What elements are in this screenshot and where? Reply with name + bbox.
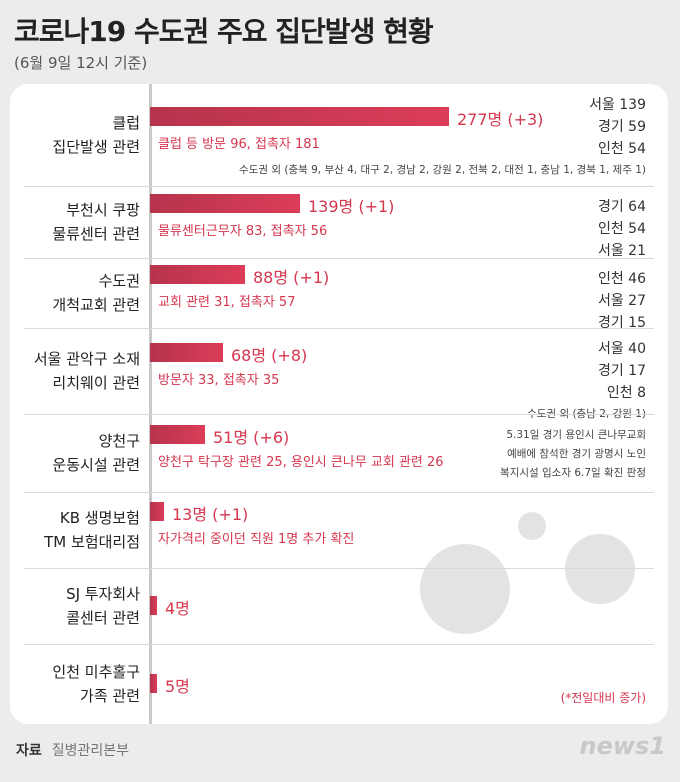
- row-note: 수도권 외 (충북 9, 부산 4, 대구 2, 경남 2, 강원 2, 전북 …: [239, 162, 646, 179]
- news1-logo: news1: [579, 732, 666, 760]
- source-name: 질병관리본부: [51, 743, 130, 759]
- bar-value-label: 51명 (+6): [213, 428, 290, 447]
- bar: [150, 107, 449, 126]
- category-label-line2: 가족 관련: [80, 687, 140, 705]
- bar-detail-label: 자가격리 중이던 직원 1명 추가 확진: [158, 532, 355, 547]
- bar-value-label: 68명 (+8): [231, 346, 308, 365]
- bar: [150, 265, 245, 284]
- category-label-line2: 물류센터 관련: [52, 225, 140, 243]
- category-label-line1: 양천구: [98, 432, 140, 450]
- virus-decoration-icon: [565, 534, 635, 604]
- row-note-line: 수도권 외 (충북 9, 부산 4, 대구 2, 경남 2, 강원 2, 전북 …: [239, 164, 646, 176]
- bar: [150, 596, 157, 615]
- category-label-line2: 개척교회 관련: [52, 296, 140, 314]
- bar-value-label: 277명 (+3): [457, 110, 544, 129]
- bar: [150, 425, 205, 444]
- bar: [150, 502, 164, 521]
- bar: [150, 343, 223, 362]
- page-title: 코로나19 수도권 주요 집단발생 현황: [14, 15, 434, 48]
- row-separator: [24, 492, 654, 493]
- row-note-line: 복지시설 입소자 6.7일 확진 판정: [500, 467, 646, 479]
- category-label: KB 생명보험 TM 보험대리점: [44, 506, 140, 554]
- bar-value-label: 13명 (+1): [172, 505, 249, 524]
- bar-detail-label: 양천구 탁구장 관련 25, 용인시 큰나무 교회 관련 26: [158, 455, 444, 470]
- category-label-line2: 운동시설 관련: [52, 456, 140, 474]
- region-count: 인천 54: [597, 141, 646, 157]
- source-label: 자료: [16, 743, 42, 759]
- virus-decoration-icon: [420, 544, 510, 634]
- region-breakdown: 서울 139 경기 59 인천 54: [589, 94, 646, 160]
- row-separator: [24, 328, 654, 329]
- category-label-line1: 수도권: [98, 272, 140, 290]
- row-separator: [24, 568, 654, 569]
- region-count: 서울 21: [597, 243, 646, 259]
- region-count: 인천 54: [597, 221, 646, 237]
- region-count: 인천 46: [597, 271, 646, 287]
- bar: [150, 194, 300, 213]
- region-breakdown: 경기 64 인천 54 서울 21: [598, 196, 646, 262]
- virus-decoration-icon: [518, 512, 546, 540]
- bar-detail-label: 방문자 33, 접촉자 35: [158, 373, 280, 388]
- category-label-line1: 클럽: [112, 114, 140, 132]
- region-breakdown: 인천 46 서울 27 경기 15: [598, 268, 646, 334]
- category-label-line2: 리치웨이 관련: [52, 374, 140, 392]
- category-label-line1: 부천시 쿠팡: [66, 201, 140, 219]
- row-separator: [24, 258, 654, 259]
- footnote: (*전일대비 증가): [560, 691, 646, 705]
- bar-detail-label: 교회 관련 31, 접촉자 57: [158, 295, 296, 310]
- row-note-line: 예배에 참석한 경기 광명시 노인: [507, 448, 646, 460]
- bar-value-label: 5명: [165, 677, 190, 696]
- bar-detail-label: 물류센터근무자 83, 접촉자 56: [158, 224, 328, 239]
- region-count: 경기 64: [597, 199, 646, 215]
- category-label-line1: SJ 투자회사: [66, 585, 140, 603]
- category-label-line2: 콜센터 관련: [66, 609, 140, 627]
- category-label-line2: TM 보험대리점: [44, 533, 140, 551]
- region-count: 인천 8: [606, 385, 646, 401]
- bar-detail-label: 클럽 등 방문 96, 접촉자 181: [158, 137, 320, 152]
- region-count: 서울 40: [597, 341, 646, 357]
- category-label-line2: 집단발생 관련: [52, 138, 140, 156]
- source: 자료 질병관리본부: [16, 740, 129, 760]
- row-separator: [24, 186, 654, 187]
- region-count: 경기 15: [597, 315, 646, 331]
- category-label-line1: KB 생명보험: [59, 509, 140, 527]
- bar-value-label: 4명: [165, 599, 190, 618]
- region-count: 서울 139: [589, 97, 646, 113]
- row-note-line: 5.31일 경기 용인시 큰나무교회: [506, 429, 646, 441]
- region-breakdown: 서울 40 경기 17 인천 8: [598, 338, 646, 404]
- chart-axis: [149, 84, 152, 724]
- region-count: 서울 27: [597, 293, 646, 309]
- chart-row: KB 생명보험 TM 보험대리점 13명 (+1) 자가격리 중이던 직원 1명 추가…: [10, 492, 668, 568]
- page-subtitle: (6월 9일 12시 기준): [14, 54, 148, 72]
- bar-value-label: 139명 (+1): [308, 197, 395, 216]
- region-count: 경기 17: [597, 363, 646, 379]
- row-separator: [24, 644, 654, 645]
- row-separator: [24, 414, 654, 415]
- region-count: 경기 59: [597, 119, 646, 135]
- bar-value-label: 88명 (+1): [253, 268, 330, 287]
- category-label-line1: 인천 미추홀구: [52, 663, 140, 681]
- bar: [150, 674, 157, 693]
- category-label-line1: 서울 관악구 소재: [33, 350, 140, 368]
